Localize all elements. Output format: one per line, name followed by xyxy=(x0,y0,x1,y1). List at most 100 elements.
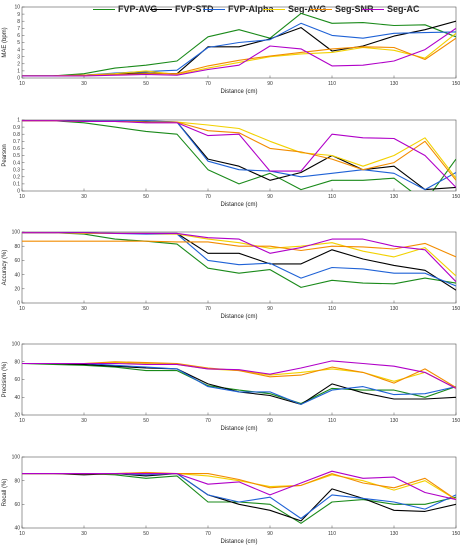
x-tick-label: 10 xyxy=(19,306,25,312)
x-tick-label: 90 xyxy=(267,81,273,87)
x-tick-label: 70 xyxy=(205,306,211,312)
y-tick-label: 8 xyxy=(17,19,20,25)
y-tick-label: 40 xyxy=(14,395,20,401)
x-tick-label: 130 xyxy=(390,418,399,424)
series-line-seg-ac xyxy=(22,120,456,188)
y-tick-label: 40 xyxy=(14,272,20,278)
x-tick-label: 110 xyxy=(328,418,336,424)
x-tick-label: 90 xyxy=(267,306,273,312)
y-tick-label: 0 xyxy=(17,76,20,82)
series-line-seg-snr xyxy=(22,240,456,258)
y-tick-label: 60 xyxy=(14,502,20,508)
y-axis-title: MAE (bpm) xyxy=(2,27,8,57)
y-tick-label: 0.4 xyxy=(13,160,20,166)
legend-swatch xyxy=(310,8,332,10)
chart-panel-4: 20 40 60 80 100 10 30 50 70 90 110 130 150 Distance (… xyxy=(2,342,460,432)
x-tick-label: 30 xyxy=(81,194,87,200)
y-tick-label: 20 xyxy=(14,287,20,293)
x-tick-label: 70 xyxy=(205,418,211,424)
x-tick-label: 150 xyxy=(452,81,461,87)
x-axis-title: Distance (cm) xyxy=(220,539,257,545)
series-line-seg-ac xyxy=(22,27,456,77)
x-tick-label: 110 xyxy=(328,81,336,87)
y-tick-label: 0.3 xyxy=(13,167,20,173)
legend-item-fvp-avg: FVP-AVG xyxy=(93,2,157,16)
x-tick-label: 130 xyxy=(390,194,399,200)
y-tick-label: 0.7 xyxy=(13,139,20,145)
series-line-seg-snr xyxy=(22,37,456,77)
x-tick-label: 50 xyxy=(143,531,149,537)
x-tick-label: 10 xyxy=(19,531,25,537)
x-axis-title: Distance (cm) xyxy=(220,202,257,208)
legend-swatch xyxy=(362,8,384,10)
y-tick-label: 10 xyxy=(14,5,20,11)
y-tick-label: 1 xyxy=(17,118,20,124)
y-axis-title: Pearson xyxy=(2,144,8,166)
x-axis-title: Distance (cm) xyxy=(220,314,257,320)
series-line-fvp-alpha xyxy=(22,362,456,405)
y-tick-label: 0 xyxy=(17,301,20,307)
series-line-seg-snr xyxy=(22,361,456,388)
series-line-fvp-avg xyxy=(22,232,456,288)
y-tick-label: 0.2 xyxy=(13,175,20,181)
y-axis-title: Precision (%) xyxy=(2,362,8,398)
legend-label: FVP-Alpha xyxy=(228,4,274,14)
chart-panel-3: 0 20 40 60 80 100 10 30 50 70 90 110 130 150 Distance … xyxy=(2,230,460,320)
legend-swatch xyxy=(203,8,225,10)
x-tick-label: 30 xyxy=(81,418,87,424)
y-tick-label: 5 xyxy=(17,40,20,46)
series-line-seg-ac xyxy=(22,360,456,389)
y-tick-label: 20 xyxy=(14,413,20,419)
legend-label: Seg-SNR xyxy=(335,4,374,14)
x-tick-label: 10 xyxy=(19,418,25,424)
series-line-fvp-avg xyxy=(22,12,456,77)
y-tick-label: 0.6 xyxy=(13,146,20,152)
legend-swatch xyxy=(150,8,172,10)
x-tick-label: 130 xyxy=(390,81,399,87)
y-tick-label: 9 xyxy=(17,12,20,18)
legend-item-fvp-alpha: FVP-Alpha xyxy=(203,2,274,16)
series-line-seg-ac xyxy=(22,470,456,501)
chart-legend: FVP-AVG FVP-STD FVP-Alpha Seg-AVG Seg-SNR Seg… xyxy=(0,2,463,16)
x-tick-label: 110 xyxy=(328,531,336,537)
y-tick-label: 4 xyxy=(17,47,20,53)
y-tick-label: 1 xyxy=(17,69,20,75)
legend-item-seg-ac: Seg-AC xyxy=(362,2,420,16)
y-tick-label: 60 xyxy=(14,377,20,383)
series-line-fvp-std xyxy=(22,473,456,522)
x-tick-label: 30 xyxy=(81,306,87,312)
x-tick-label: 50 xyxy=(143,306,149,312)
legend-label: Seg-AVG xyxy=(288,4,327,14)
x-tick-label: 110 xyxy=(328,306,336,312)
x-tick-label: 130 xyxy=(390,531,399,537)
plot-frame xyxy=(21,231,457,304)
x-tick-label: 150 xyxy=(452,418,461,424)
x-tick-label: 130 xyxy=(390,306,399,312)
x-tick-label: 150 xyxy=(452,531,461,537)
x-tick-label: 30 xyxy=(81,81,87,87)
x-tick-label: 50 xyxy=(143,418,149,424)
x-tick-label: 10 xyxy=(19,194,25,200)
y-tick-label: 100 xyxy=(12,230,21,236)
x-tick-label: 90 xyxy=(267,531,273,537)
y-axis-title: Accuracy (%) xyxy=(2,250,8,286)
y-tick-label: 40 xyxy=(14,526,20,532)
y-tick-label: 80 xyxy=(14,478,20,484)
x-tick-label: 150 xyxy=(452,194,461,200)
legend-swatch xyxy=(93,8,115,10)
y-tick-label: 100 xyxy=(12,455,21,461)
chart-panel-5: 40 60 80 100 10 30 50 70 90 110 130 150 Distance (cm… xyxy=(2,455,460,545)
x-axis-title: Distance (cm) xyxy=(220,89,257,95)
x-tick-label: 150 xyxy=(452,306,461,312)
y-tick-label: 100 xyxy=(12,342,21,348)
y-axis-title: Recall (%) xyxy=(2,479,8,507)
x-tick-label: 90 xyxy=(267,418,273,424)
x-axis-title: Distance (cm) xyxy=(220,426,257,432)
x-tick-label: 10 xyxy=(19,81,25,87)
plot-frame xyxy=(21,456,457,529)
y-tick-label: 2 xyxy=(17,62,20,68)
x-tick-label: 70 xyxy=(205,81,211,87)
legend-label: FVP-STD xyxy=(175,4,214,14)
